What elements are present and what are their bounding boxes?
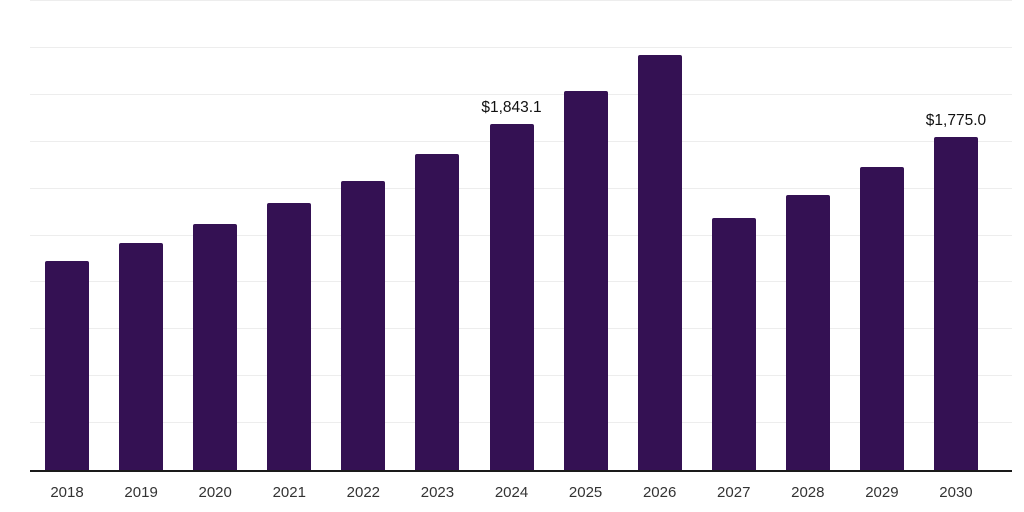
bar-band-2022: [326, 1, 400, 470]
x-tick-label-2023: 2023: [420, 484, 455, 501]
bar-2021: [267, 202, 312, 470]
x-tick-label-2022: 2022: [346, 484, 381, 501]
gridline: [30, 0, 1012, 1]
x-tick-label-2029: 2029: [865, 484, 899, 501]
bars-row: $1,843.1 $1,775.0: [30, 1, 993, 470]
bar-band-2021: [252, 1, 326, 470]
bar-band-2020: [178, 1, 252, 470]
bar-band-2018: [30, 1, 104, 470]
bar-2018: [45, 260, 90, 470]
bar-2027: [711, 218, 756, 470]
bar-band-2028: [771, 1, 845, 470]
bar-band-2026: [623, 1, 697, 470]
x-tick-label-2027: 2027: [717, 484, 751, 501]
x-tick-label-2020: 2020: [198, 484, 232, 501]
x-tick-label-2026: 2026: [642, 484, 677, 501]
bar-2024: [489, 124, 534, 470]
bar-2022: [341, 180, 386, 470]
gridline: [30, 46, 1012, 48]
x-axis-line: [30, 470, 1012, 472]
bar-band-2024: $1,843.1: [474, 1, 548, 470]
bar-value-label-2030: $1,775.0: [925, 112, 987, 130]
bar-value-label-2024: $1,843.1: [481, 99, 542, 117]
bar-band-2030: $1,775.0: [919, 1, 993, 470]
bar-2023: [415, 153, 460, 470]
x-tick-label-2019: 2019: [124, 484, 158, 501]
x-tick-label-2025: 2025: [568, 484, 603, 501]
bar-2028: [785, 194, 830, 470]
bar-2025: [563, 90, 608, 470]
bar-2029: [859, 166, 904, 470]
bar-2019: [119, 242, 164, 470]
bar-band-2019: [104, 1, 178, 470]
x-tick-label-2021: 2021: [272, 484, 306, 501]
bar-band-2029: [845, 1, 919, 470]
x-tick-label-2024: 2024: [494, 484, 529, 501]
x-tick-label-2028: 2028: [791, 484, 825, 501]
bar-2026: [637, 55, 682, 470]
x-axis-labels: 2018 2019 2020 2021 2022 2023 2024 2025 2026 2027…: [30, 484, 993, 501]
plot-area: $1,843.1 $1,775.0: [30, 0, 1012, 470]
gridline: [30, 93, 1012, 95]
bar-band-2025: [549, 1, 623, 470]
bar-band-2023: [400, 1, 474, 470]
bar-2030: [933, 137, 978, 470]
bar-2020: [193, 223, 238, 470]
bar-band-2027: [697, 1, 771, 470]
x-tick-label-2030: 2030: [939, 484, 973, 501]
x-tick-label-2018: 2018: [50, 484, 84, 501]
